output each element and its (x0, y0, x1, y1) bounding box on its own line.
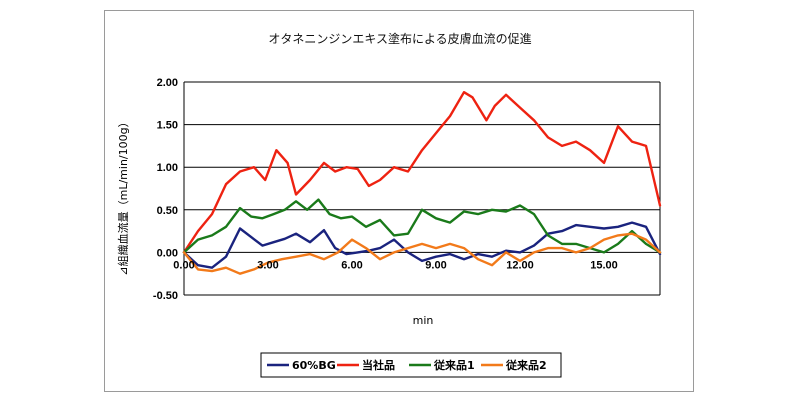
series-line-4 (182, 232, 662, 275)
y-axis-label: ⊿組織血流量（mL/min/100g） (116, 116, 130, 275)
x-tick-label: 9.00 (425, 259, 446, 271)
line-chart: オタネニンジンエキス塗布による皮膚血流の促進 2.00 1.50 1.00 0.50 0… (116, 31, 662, 378)
series-line-1 (182, 221, 662, 269)
legend: 60%BG 当社品 従来品1 従来品2 (260, 352, 562, 378)
series-line-2 (182, 90, 662, 254)
axis-layer (183, 82, 661, 295)
y-tick-label: 1.50 (157, 120, 178, 132)
grid-layer (184, 81, 660, 296)
chart-title: オタネニンジンエキス塗布による皮膚血流の促進 (268, 31, 531, 46)
y-tick-label: 0.50 (157, 205, 178, 217)
legend-box (260, 352, 562, 378)
legend-label-3: 従来品1 (433, 358, 475, 372)
y-tick-labels: 2.00 1.50 1.00 0.50 0.00 -0.50 (153, 77, 178, 302)
x-tick-label: 15.00 (590, 259, 618, 271)
x-tick-label: 3.00 (257, 259, 278, 271)
x-tick-label: 12.00 (506, 259, 534, 271)
legend-items: 60%BG 当社品 従来品1 従来品2 (267, 358, 547, 372)
y-tick-label: 2.00 (157, 77, 178, 89)
x-tick-label: 0.00 (173, 259, 194, 271)
y-tick-label: 1.00 (157, 162, 178, 174)
series-layer (182, 90, 662, 275)
chart-frame: オタネニンジンエキス塗布による皮膚血流の促進 2.00 1.50 1.00 0.50 0… (104, 10, 694, 392)
y-tick-label: -0.50 (153, 290, 178, 302)
series-line-3 (182, 198, 662, 254)
legend-label-4: 従来品2 (505, 358, 547, 372)
legend-label-1: 60%BG (292, 359, 336, 372)
x-tick-label: 6.00 (341, 259, 362, 271)
x-axis-label: min (413, 314, 434, 327)
y-tick-label: 0.00 (157, 247, 178, 259)
legend-label-2: 当社品 (362, 358, 395, 372)
x-tick-labels: 0.00 3.00 6.00 9.00 12.00 15.00 (173, 259, 617, 271)
